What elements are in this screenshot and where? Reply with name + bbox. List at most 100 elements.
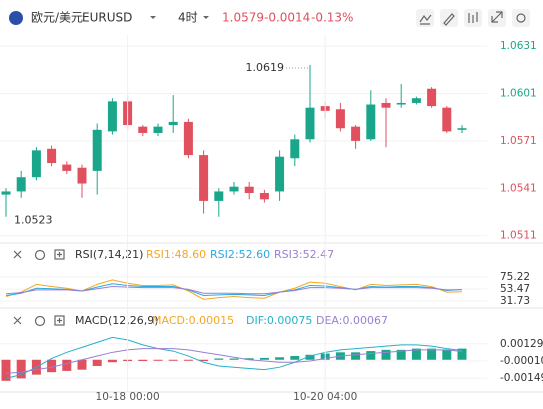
candle-body (351, 126, 361, 141)
candle-body (427, 88, 437, 107)
candle-body (138, 126, 148, 133)
settings-icon[interactable] (34, 249, 46, 261)
rsi-line (5, 286, 463, 295)
macd-bar (351, 352, 361, 360)
macd-bar (138, 359, 148, 361)
candle-body (457, 128, 467, 130)
macd-bar (229, 358, 239, 360)
candle-body (1, 191, 11, 195)
macd-bar (457, 348, 467, 360)
candle-body (411, 98, 421, 103)
macd-controls (13, 315, 65, 327)
macd-bar (77, 359, 87, 370)
annotation: 1.0619 (246, 61, 285, 74)
legend-entry: MACD:0.00015 (152, 314, 234, 327)
symbol[interactable]: EURUSD (82, 11, 132, 25)
icon (419, 14, 432, 25)
y-tick-label: -0.00149 (500, 372, 543, 384)
rsi-title: RSI(7,14,21) (75, 248, 143, 261)
macd-bar (92, 359, 102, 366)
icon (491, 11, 503, 23)
symbol-cn[interactable]: 欧元/美元 (31, 11, 83, 25)
price: 1.0579 (222, 11, 264, 25)
y-tick-label: 31.73 (500, 295, 530, 307)
macd-bar (16, 359, 26, 379)
add-icon[interactable] (54, 315, 65, 326)
macd-bar (62, 359, 72, 371)
icon (468, 12, 478, 23)
macd-bar (305, 354, 315, 360)
add-icon (57, 252, 62, 257)
close-icon[interactable] (13, 316, 22, 325)
candle-body (335, 109, 345, 129)
candle-body (31, 150, 41, 178)
change-pct: -0.13% (311, 11, 353, 25)
flag-icon (9, 11, 23, 25)
macd-bar (366, 351, 376, 360)
candle-body (259, 193, 269, 200)
add-icon[interactable] (54, 249, 65, 260)
macd-bar (427, 348, 437, 360)
rsi-controls (13, 249, 65, 261)
settings-icon[interactable] (34, 315, 46, 327)
dropdown-arrow[interactable] (203, 16, 209, 19)
macd-bar (259, 357, 269, 360)
macd-bar (183, 359, 193, 361)
candle-body (366, 104, 376, 140)
candle-body (107, 101, 117, 132)
candle-body (442, 107, 452, 132)
x-tick-label: 10-18 00:00 (96, 391, 160, 403)
annotation: 1.0523 (14, 214, 53, 227)
macd-bar (396, 349, 406, 360)
candle-body (229, 186, 239, 192)
toolbar (416, 9, 530, 27)
legend-entry: RSI1:48.60 (146, 248, 206, 261)
candle-body (47, 148, 57, 163)
candle-body (77, 167, 87, 184)
macd-title: MACD(12,26,9) (75, 314, 159, 327)
candle-body (153, 126, 163, 133)
tool-settings[interactable] (512, 9, 530, 27)
candle-body (199, 155, 209, 201)
x-tick-label: 10-20 04:00 (293, 391, 357, 403)
y-tick-label: 1.0631 (500, 40, 537, 52)
macd-bar (214, 358, 224, 360)
candle-body (396, 102, 406, 105)
macd-line (5, 348, 463, 374)
macd-bar (411, 348, 421, 360)
legend-entry: RSI2:52.60 (210, 248, 270, 261)
macd-bar (275, 357, 285, 360)
macd-bar (107, 359, 117, 363)
macd-bar (199, 359, 209, 361)
icon (516, 13, 526, 23)
legend-entry: RSI3:52.47 (274, 248, 334, 261)
macd-bar (1, 359, 11, 381)
candle-body (244, 186, 254, 194)
candle-body (305, 107, 315, 140)
macd-bar (442, 349, 452, 360)
y-tick-label: 1.0511 (500, 230, 537, 242)
dropdown-arrow[interactable] (150, 16, 156, 19)
macd-bar (47, 359, 57, 373)
add-icon (57, 318, 62, 323)
y-tick-label: 1.0541 (500, 182, 537, 194)
y-tick-label: 1.0571 (500, 135, 537, 147)
macd-line (5, 336, 463, 379)
macd-bar (153, 359, 163, 361)
macd-bar (244, 358, 254, 360)
candle-body (183, 121, 193, 156)
macd-bar (168, 359, 178, 361)
candle-body (214, 191, 224, 201)
y-tick-label: -0.00010 (500, 355, 543, 367)
macd-bar (290, 356, 300, 360)
candle-body (16, 177, 26, 192)
close-icon[interactable] (13, 250, 22, 259)
macd-bar (381, 349, 391, 360)
y-tick-label: 1.0601 (500, 87, 537, 99)
change: -0.0014 (264, 11, 310, 25)
interval[interactable]: 4时 (178, 11, 198, 25)
candle-body (168, 121, 178, 126)
y-tick-label: 75.22 (500, 271, 530, 283)
